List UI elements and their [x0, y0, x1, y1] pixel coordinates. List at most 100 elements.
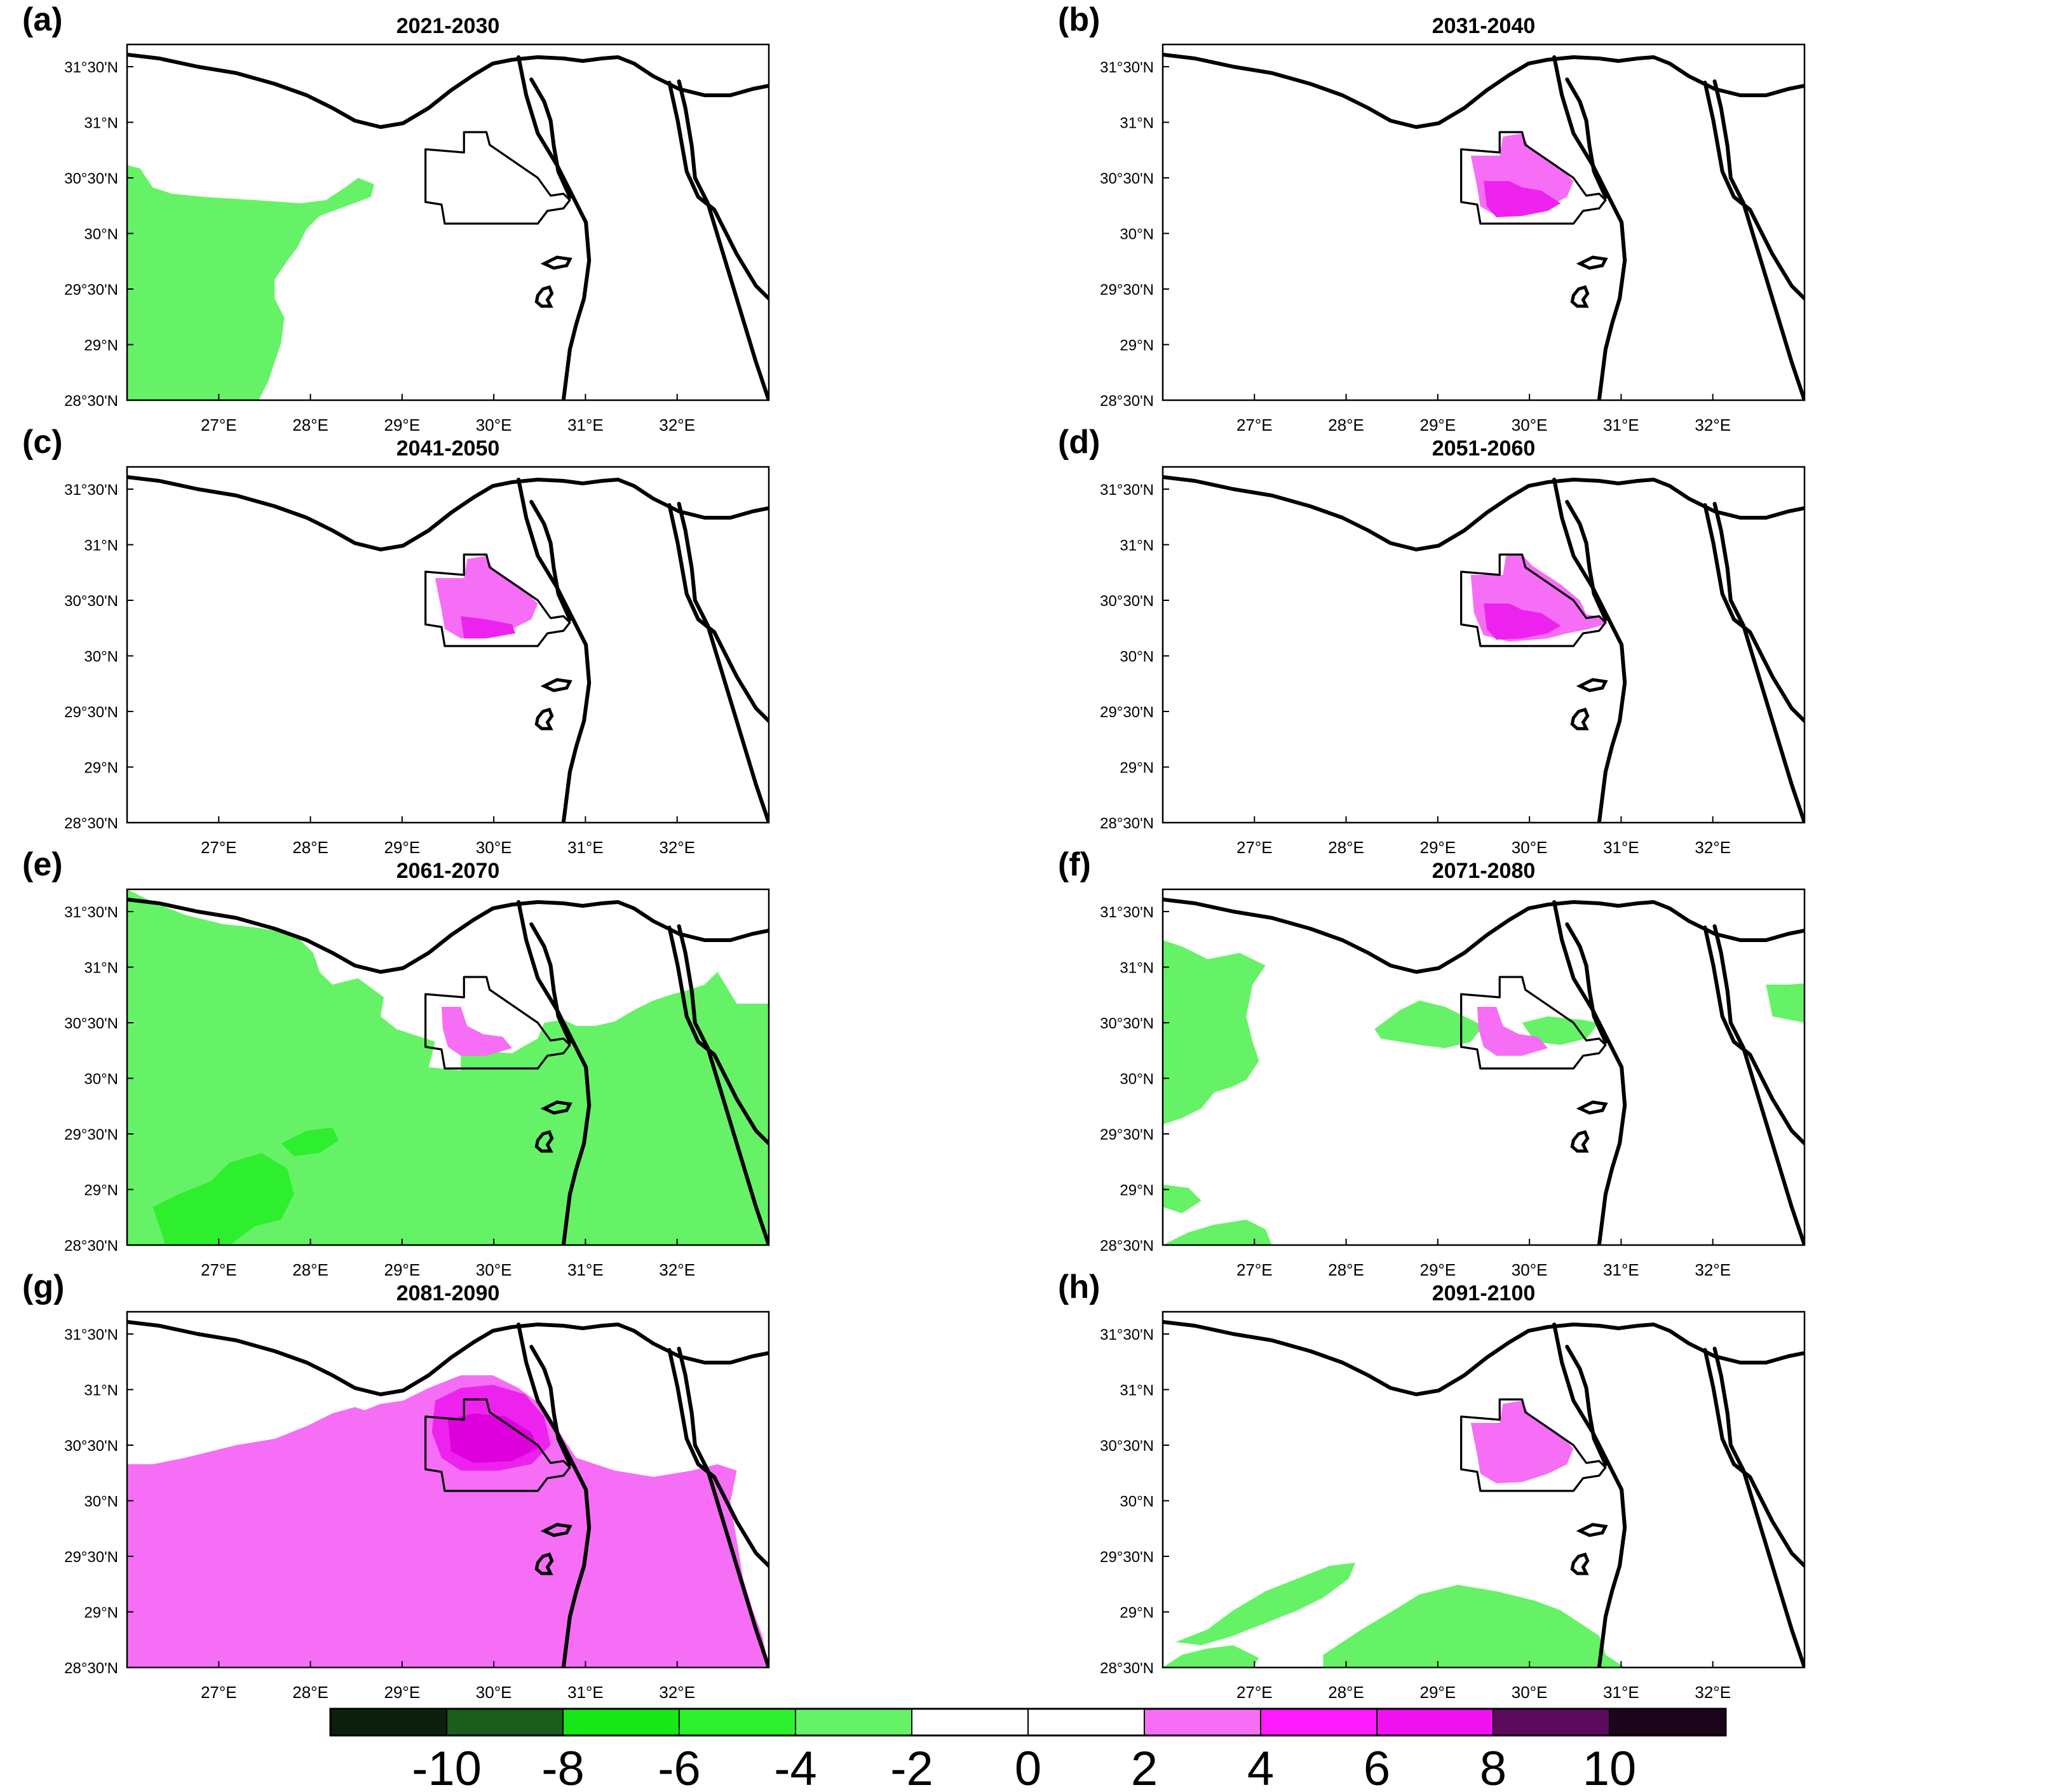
nile-branch	[529, 1345, 572, 1466]
anomaly-field	[1470, 1401, 1574, 1483]
nile-river	[1552, 1323, 1627, 1667]
study-region-outline	[424, 131, 571, 225]
nile-river	[517, 900, 592, 1245]
lat-tick-label: 31°N	[1120, 537, 1154, 555]
lat-tick-label: 28°30'N	[1100, 815, 1154, 832]
gulf-coast	[1703, 926, 1804, 1145]
anomaly-field	[1163, 1645, 1259, 1667]
anomaly-field	[1163, 1185, 1202, 1213]
nile-river	[517, 1323, 592, 1667]
anomaly-fields	[127, 1320, 769, 1667]
lat-tick-label: 29°N	[84, 1605, 118, 1622]
lon-tick-label: 28°E	[292, 838, 328, 857]
nile-branch	[529, 922, 572, 1044]
anomaly-field	[448, 1413, 538, 1463]
lake-outline	[1570, 1552, 1590, 1575]
east-boundary	[1712, 502, 1804, 823]
colorbar-bin	[1027, 1708, 1145, 1736]
lat-tick-label: 31°30'N	[1100, 1326, 1154, 1344]
panel-letter: (g)	[22, 1269, 64, 1305]
anomaly-field	[1163, 1220, 1272, 1245]
lon-tick-label: 31°E	[567, 1260, 604, 1279]
anomaly-field	[127, 889, 769, 1245]
anomaly-field	[152, 1153, 294, 1245]
colorbar-label: 8	[1480, 1742, 1506, 1792]
lon-tick-label: 29°E	[384, 415, 421, 435]
lon-tick-label: 28°E	[1328, 838, 1364, 857]
lon-tick-label: 29°E	[1420, 415, 1456, 435]
panel-title: 2071-2080	[1432, 859, 1536, 883]
lat-tick-label: 31°30'N	[1100, 904, 1154, 921]
lat-tick-label: 31°30'N	[1100, 482, 1154, 499]
lat-tick-label: 31°N	[1120, 960, 1154, 977]
lat-tick-label: 28°30'N	[64, 1237, 118, 1255]
lon-tick-label: 32°E	[1695, 838, 1731, 857]
anomaly-field	[1766, 983, 1804, 1023]
east-boundary	[1712, 1347, 1804, 1667]
lat-tick-label: 28°30'N	[64, 393, 118, 410]
map-panel: 27°E 28°E 29°E 30°E 31°E 32°E 31°30'N 31°N 30°30…	[22, 1, 770, 435]
lon-tick-label: 30°E	[476, 415, 512, 435]
lon-tick-label: 32°E	[659, 1683, 695, 1702]
lat-tick-label: 30°30'N	[64, 170, 118, 187]
colorbar-label: 0	[1015, 1742, 1041, 1792]
lon-tick-label: 27°E	[201, 838, 237, 857]
lon-tick-label: 28°E	[292, 415, 328, 435]
lat-tick-label: 28°30'N	[1100, 393, 1154, 410]
lake-outline	[540, 255, 572, 270]
lon-tick-label: 27°E	[1236, 1683, 1273, 1702]
lat-tick-label: 31°N	[84, 537, 118, 555]
anomaly-field	[435, 556, 538, 638]
east-boundary	[677, 79, 769, 400]
lon-tick-label: 30°E	[1512, 415, 1548, 435]
map-panel: 27°E 28°E 29°E 30°E 31°E 32°E 31°30'N 31°N 30°30…	[1058, 1269, 1806, 1702]
east-boundary	[677, 924, 769, 1245]
lon-tick-label: 32°E	[1695, 1260, 1731, 1279]
anomaly-field	[1477, 1007, 1548, 1056]
colorbar-label: 4	[1247, 1742, 1274, 1792]
lon-tick-label: 31°E	[1603, 1260, 1639, 1279]
lat-tick-label: 29°30'N	[1100, 1126, 1154, 1143]
lon-tick-label: 31°E	[1603, 415, 1639, 435]
map-panel: 27°E 28°E 29°E 30°E 31°E 32°E 31°30'N 31°N 30°30…	[22, 846, 770, 1279]
lat-tick-label: 31°30'N	[64, 59, 118, 76]
nile-river	[517, 55, 592, 400]
panel-letter: (f)	[1058, 846, 1091, 883]
colorbar: -10 -8 -6 -4 -2 0 2 4 6 8 10	[329, 1708, 1727, 1792]
lon-tick-label: 29°E	[384, 838, 421, 857]
map-panel: 27°E 28°E 29°E 30°E 31°E 32°E 31°30'N 31°N 30°30…	[1058, 846, 1806, 1279]
lat-tick-label: 29°N	[1120, 337, 1154, 354]
lake-outline	[534, 1129, 554, 1153]
map-frame	[126, 888, 770, 1246]
lon-tick-label: 30°E	[476, 838, 512, 857]
lake-outline	[1576, 255, 1608, 270]
colorbar-label: -8	[541, 1742, 585, 1792]
study-region-outline	[1460, 553, 1607, 647]
lat-tick-label: 31°N	[84, 115, 118, 132]
study-region-outline	[424, 1398, 571, 1492]
lat-tick-label: 29°30'N	[64, 1126, 118, 1143]
lat-tick-label: 31°N	[84, 1382, 118, 1399]
lat-tick-label: 29°N	[1120, 1605, 1154, 1622]
lat-tick-label: 29°N	[84, 1182, 118, 1199]
colorbar-label: -4	[774, 1742, 817, 1792]
nile-branch	[1565, 77, 1608, 199]
lon-tick-label: 29°E	[384, 1683, 421, 1702]
gulf-coast	[1703, 81, 1804, 300]
panel-letter: (d)	[1058, 424, 1100, 461]
colorbar-bin	[330, 1708, 447, 1736]
lat-tick-label: 30°N	[84, 1493, 118, 1511]
study-region-outline	[1460, 1398, 1607, 1492]
lat-tick-label: 29°N	[1120, 1182, 1154, 1199]
lon-tick-label: 31°E	[567, 415, 604, 435]
panel-letter: (c)	[22, 424, 63, 461]
anomaly-field	[461, 616, 516, 638]
anomaly-field	[1484, 603, 1561, 640]
east-boundary	[1712, 79, 1804, 400]
anomaly-field	[1484, 181, 1561, 217]
lat-tick-label: 29°30'N	[64, 1549, 118, 1566]
colorbar-bin	[1144, 1708, 1261, 1736]
lon-tick-label: 32°E	[659, 415, 695, 435]
lon-tick-label: 28°E	[1328, 1260, 1364, 1279]
panel-title: 2091-2100	[1432, 1281, 1536, 1305]
